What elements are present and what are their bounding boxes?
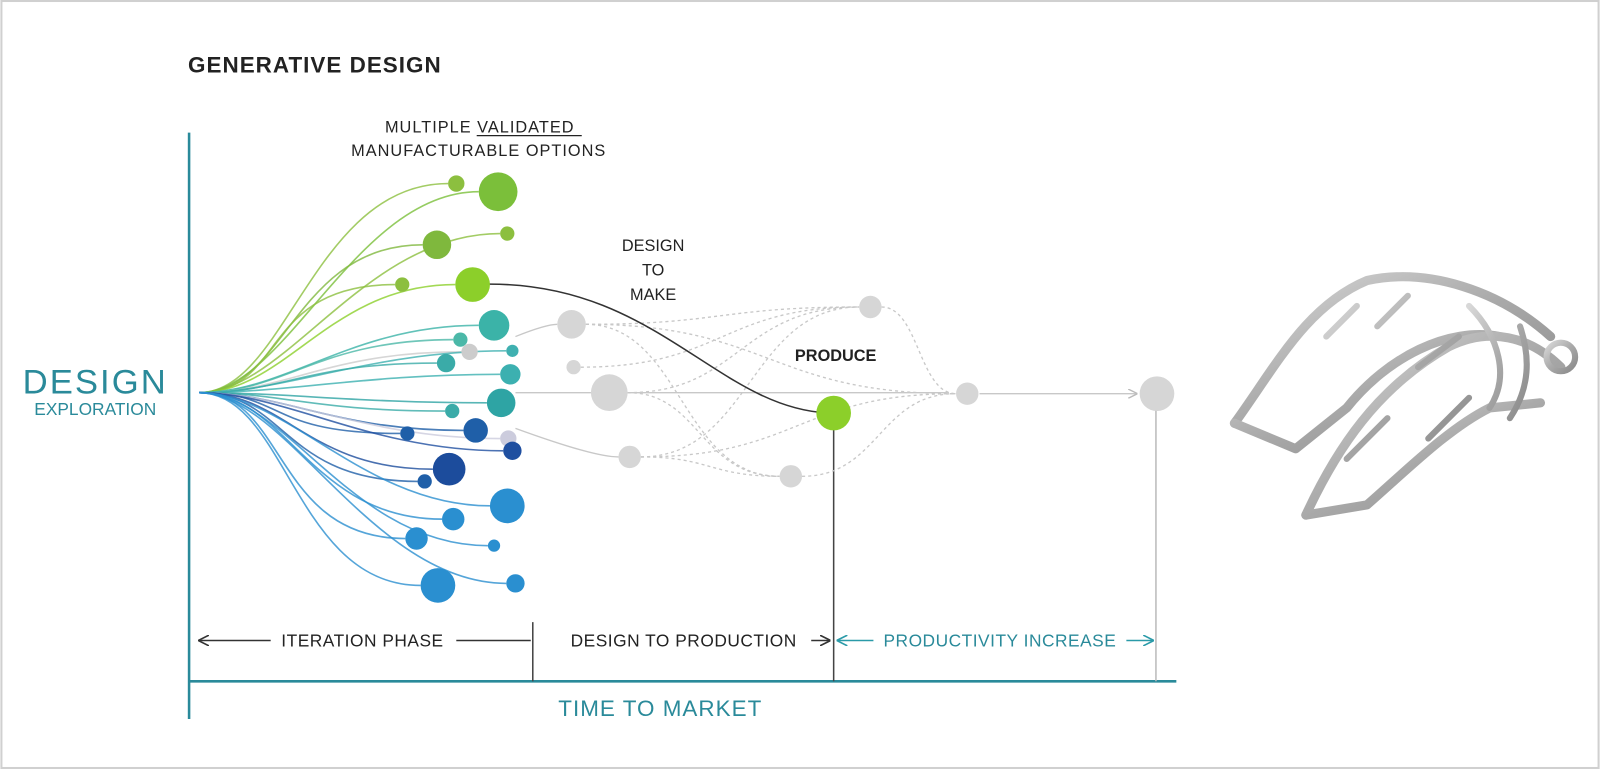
option-node [503,441,522,460]
gray-network [515,295,1175,488]
gray-link [627,306,860,394]
phase: DESIGN TO PRODUCTION [571,631,797,651]
option-node [400,426,415,441]
gray-link [580,306,860,368]
bubbles [395,172,525,603]
option-node [500,364,521,385]
gray-link [640,456,780,477]
gray-link [640,306,860,458]
produce-node [816,395,851,431]
gray-node [566,360,581,375]
option-node [506,344,519,357]
part-strut [1229,272,1556,428]
option-node [487,539,501,552]
branch [199,391,490,507]
branch [199,373,501,394]
gray-link [802,393,957,477]
gray-link [640,393,957,458]
option-node [405,527,428,550]
gray-link [627,391,780,477]
design-to-make: MAKE [630,286,676,304]
gray-link [585,306,860,325]
options-word: VALIDATED [477,119,574,137]
branch [199,283,456,394]
option-node [442,507,465,531]
gray-node [590,374,628,412]
branch [199,391,488,547]
branch [199,190,479,394]
gray-link [515,427,619,458]
axes [187,132,1177,720]
option-node [436,353,456,373]
gray-node [779,465,803,488]
option-node [463,418,488,443]
option-node [455,267,490,302]
produce-label: PRODUCE [795,347,877,365]
part-illustration [1229,272,1579,520]
curves [199,182,507,587]
phase: PRODUCTIVITY INCREASE [883,631,1116,651]
gray-node [618,445,641,469]
options-line-1: MULTIPLE VALIDATED [385,119,575,137]
y-label: EXPLORATION [34,399,156,419]
option-node [486,388,516,418]
option-node [432,452,466,486]
gray-node [1139,376,1175,412]
x-label: TIME TO MARKET [558,696,762,721]
part-ring [1543,339,1579,375]
option-node [417,474,432,489]
design-to-make-arrow [472,283,829,413]
branch [199,182,449,394]
option-node [500,226,515,241]
option-node [448,175,465,192]
branch [199,391,507,585]
option-node [420,568,456,603]
part-web [1465,302,1530,422]
phase: ITERATION PHASE [281,631,443,651]
y-label: DESIGN [23,364,168,402]
gray-node [557,310,586,339]
phases: ITERATION PHASE DESIGN TO PRODUCTION PRO… [199,631,1153,651]
branch [199,391,504,452]
option-node [478,172,518,212]
gray-link [515,323,558,338]
dividers [532,393,1157,682]
option-node [461,343,478,361]
options-line-2: MANUFACTURABLE OPTIONS [351,142,606,160]
design-to-make: DESIGN [622,237,684,255]
part-strut [1301,398,1546,520]
option-node [445,403,460,419]
option-node [489,488,525,524]
design-to-make: TO [642,261,664,279]
option-node [395,277,410,292]
gray-node [956,382,979,405]
option-node [422,230,452,260]
gray-node [859,295,882,319]
branch [199,391,421,587]
title: GENERATIVE DESIGN [188,52,442,77]
part-web [1323,292,1473,463]
branch [199,283,396,394]
options-word: MULTIPLE [385,119,472,137]
option-node [478,310,510,341]
option-node [506,574,525,593]
option-node [453,332,468,347]
gray-link [585,323,957,395]
